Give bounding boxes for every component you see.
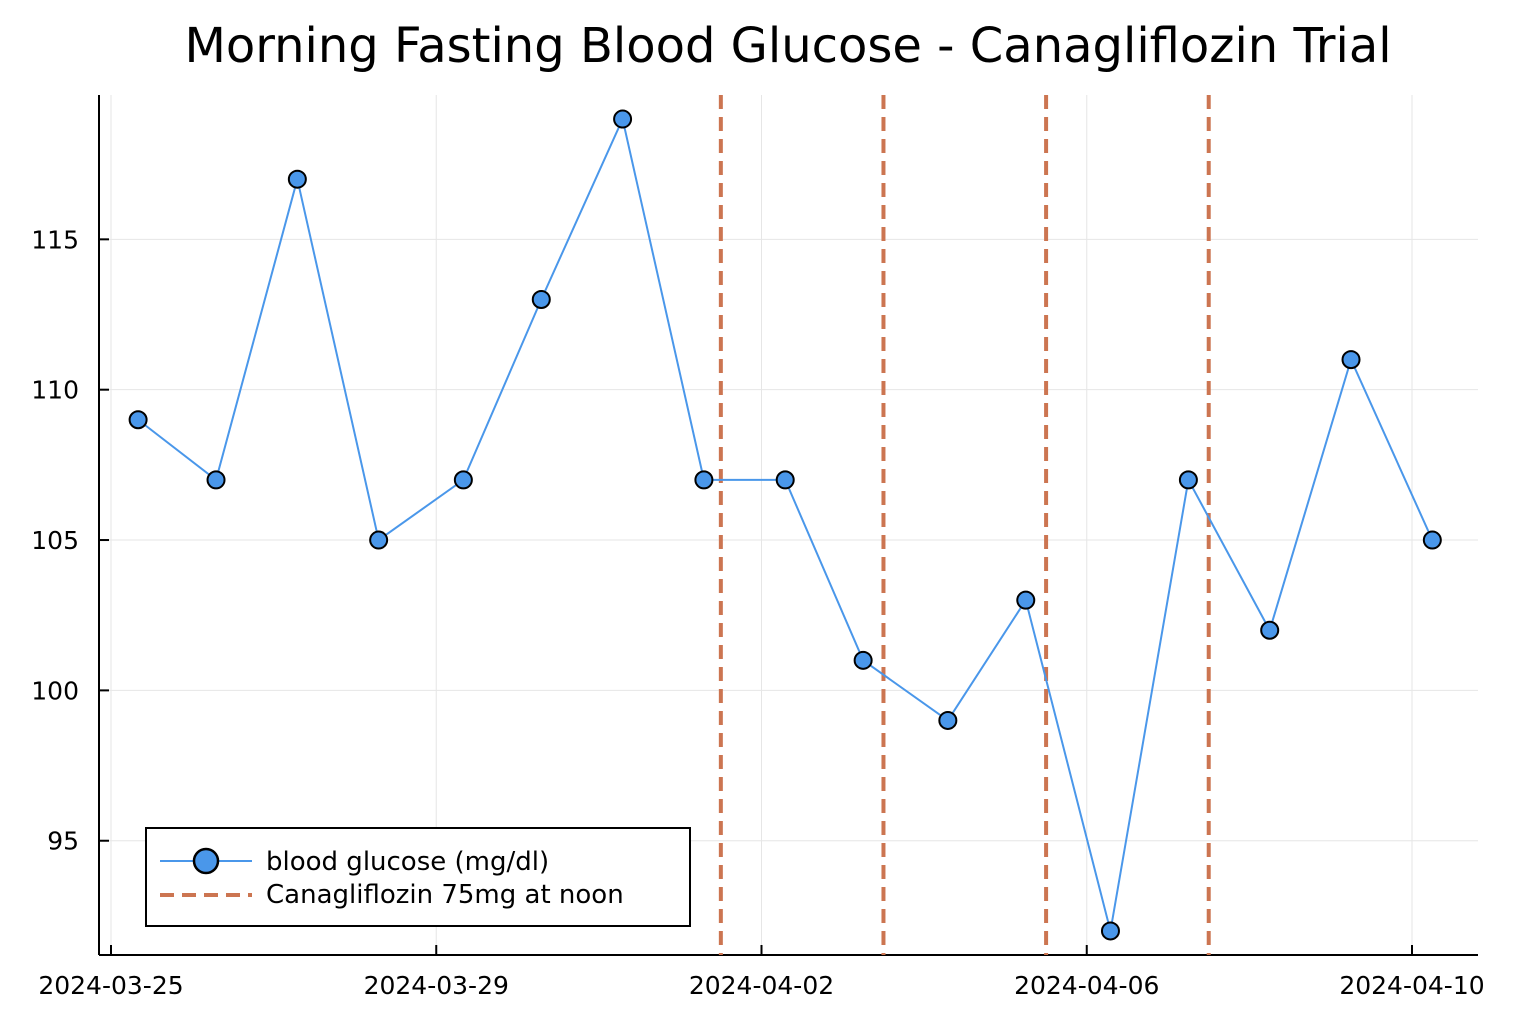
y-tick-label: 105 xyxy=(31,526,79,555)
grid xyxy=(99,95,1478,955)
series xyxy=(128,109,1442,941)
axis-ticks: 2024-03-25 2024-03-29 2024-04-02 2024-04-06… xyxy=(31,225,1484,1000)
glucose-point xyxy=(853,650,873,670)
glucose-point xyxy=(287,169,307,189)
y-tick-label: 115 xyxy=(31,225,79,254)
y-tick-label: 110 xyxy=(31,376,79,405)
x-tick-label: 2024-04-10 xyxy=(1339,971,1484,1000)
glucose-point xyxy=(1178,470,1198,490)
glucose-point xyxy=(206,470,226,490)
glucose-point xyxy=(1100,921,1120,941)
chart-title: Morning Fasting Blood Glucose - Canaglif… xyxy=(184,18,1391,74)
glucose-point xyxy=(613,109,633,129)
x-tick-label: 2024-04-06 xyxy=(1014,971,1159,1000)
x-tick-label: 2024-04-02 xyxy=(689,971,834,1000)
x-tick-label: 2024-03-29 xyxy=(364,971,509,1000)
legend: blood glucose (mg/dl) Canagliflozin 75mg… xyxy=(145,827,691,927)
glucose-point xyxy=(775,470,795,490)
legend-marker-glucose xyxy=(192,847,220,875)
y-tick-label: 95 xyxy=(47,827,79,856)
legend-label-dose: Canagliflozin 75mg at noon xyxy=(266,880,624,910)
dose-lines xyxy=(718,95,1211,955)
glucose-line xyxy=(137,115,1434,932)
legend-box xyxy=(145,827,691,927)
glucose-point xyxy=(369,530,389,550)
glucose-point xyxy=(1016,590,1036,610)
glucose-point xyxy=(938,710,958,730)
y-tick-label: 100 xyxy=(31,676,79,705)
glucose-point xyxy=(531,289,551,309)
glucose-point xyxy=(1422,530,1442,550)
glucose-point xyxy=(1341,350,1361,370)
glucose-point xyxy=(453,470,473,490)
glucose-point xyxy=(128,410,148,430)
axes xyxy=(98,95,1478,956)
glucose-point xyxy=(1260,620,1280,640)
legend-label-glucose: blood glucose (mg/dl) xyxy=(266,847,549,877)
glucose-point xyxy=(694,470,714,490)
x-tick-label: 2024-03-25 xyxy=(38,971,183,1000)
